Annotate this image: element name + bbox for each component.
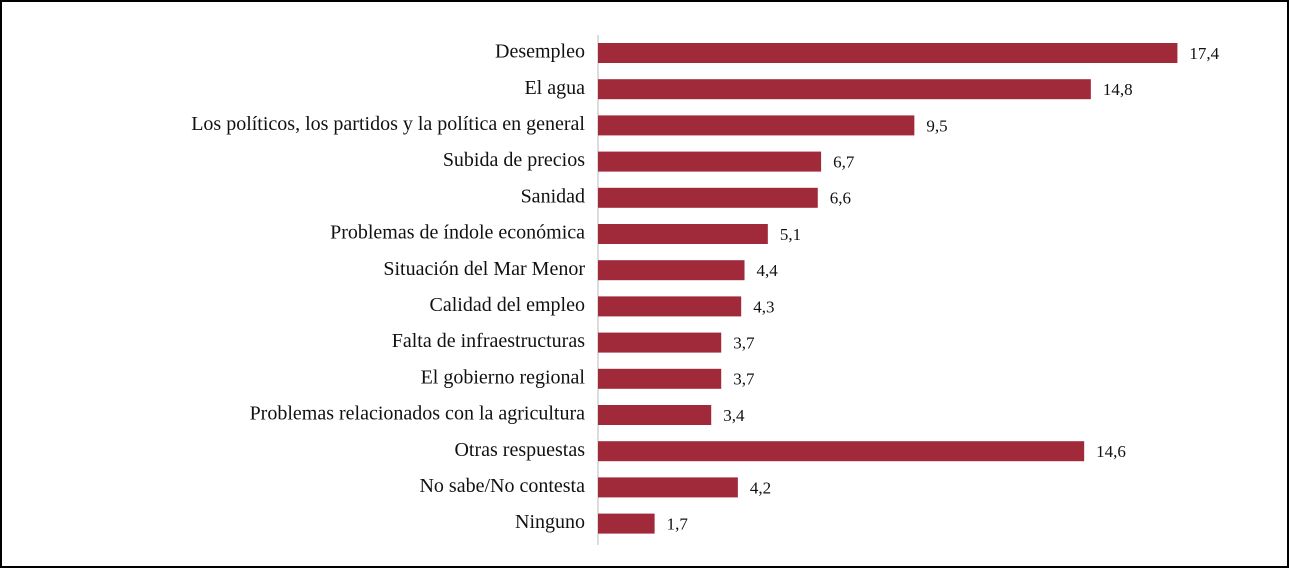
category-label: Otras respuestas: [454, 439, 585, 461]
value-label: 14,6: [1096, 442, 1126, 461]
bar: [598, 151, 822, 172]
bar: [598, 513, 655, 534]
category-label: Ninguno: [515, 511, 585, 533]
category-label: Problemas relacionados con la agricultur…: [250, 403, 586, 425]
value-label: 6,7: [833, 153, 855, 172]
bar: [598, 477, 738, 498]
value-label: 5,1: [780, 225, 801, 244]
bar: [598, 368, 722, 389]
value-label: 6,6: [830, 189, 851, 208]
bar: [598, 260, 745, 281]
value-label: 17,4: [1189, 44, 1219, 63]
category-label: Sanidad: [521, 185, 585, 207]
bar: [598, 441, 1085, 462]
bar: [598, 115, 915, 136]
value-label: 3,7: [733, 334, 755, 353]
value-label: 3,4: [723, 406, 745, 425]
bar: [598, 332, 722, 353]
bar: [598, 79, 1091, 100]
value-label: 14,8: [1103, 80, 1133, 99]
category-label: Calidad del empleo: [429, 294, 585, 316]
value-label: 4,4: [757, 261, 779, 280]
category-label: El agua: [524, 77, 585, 99]
bar: [598, 296, 742, 317]
category-label: Situación del Mar Menor: [383, 258, 585, 280]
bar: [598, 224, 768, 244]
category-label: El gobierno regional: [421, 366, 586, 388]
category-label: No sabe/No contesta: [419, 475, 585, 497]
bar: [598, 187, 818, 208]
value-label: 9,5: [926, 116, 947, 135]
category-label: Los políticos, los partidos y la polític…: [191, 113, 585, 135]
category-label: Falta de infraestructuras: [392, 330, 585, 352]
value-label: 4,2: [750, 478, 771, 497]
bar: [598, 43, 1178, 63]
category-label: Desempleo: [495, 41, 585, 63]
category-label: Problemas de índole económica: [330, 222, 585, 244]
value-label: 3,7: [733, 370, 755, 389]
category-label: Subida de precios: [443, 149, 585, 171]
bar: [598, 405, 712, 425]
value-label: 4,3: [753, 297, 774, 316]
value-label: 1,7: [667, 515, 689, 534]
